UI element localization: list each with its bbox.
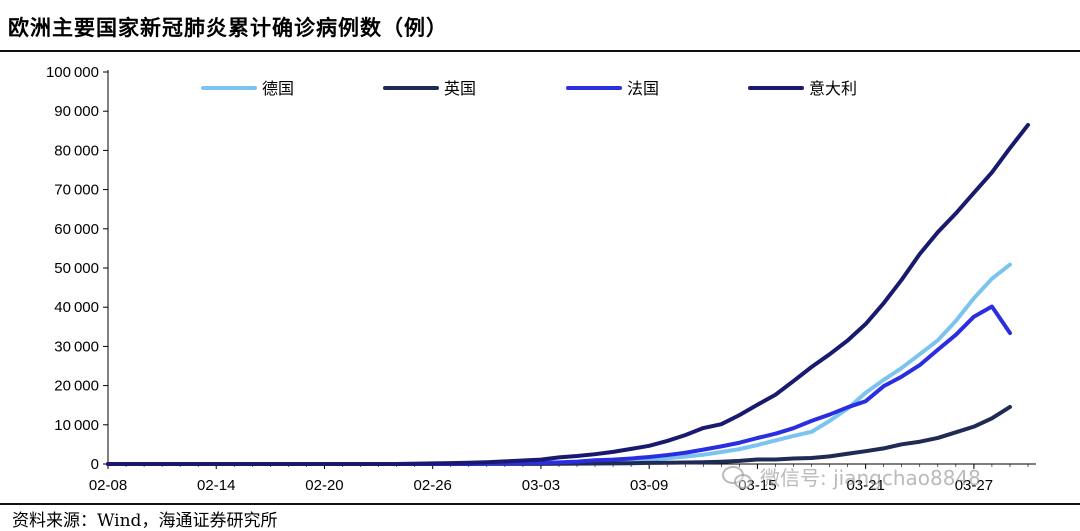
- top-rule: [0, 50, 1080, 52]
- bottom-rule: [0, 503, 1080, 505]
- y-tick-label: 60 000: [54, 221, 99, 238]
- y-tick-label: 10 000: [54, 417, 99, 434]
- y-tick-label: 80 000: [54, 142, 99, 159]
- chart-title: 欧洲主要国家新冠肺炎累计确诊病例数（例）: [8, 15, 448, 40]
- y-tick-label: 100 000: [46, 64, 99, 81]
- x-tick-label: 03-27: [955, 477, 993, 494]
- y-tick-label: 70 000: [54, 182, 99, 199]
- source-note: 资料来源：Wind，海通证券研究所: [12, 511, 278, 531]
- series-line-4: [106, 122, 1030, 466]
- legend-label-1: 德国: [262, 79, 294, 98]
- x-tick-label: 03-21: [846, 477, 884, 494]
- chart-legend: 德国 英国 法国 意大利: [201, 79, 857, 98]
- x-tick-label: 02-20: [305, 477, 343, 494]
- y-tick-label: 30 000: [54, 338, 99, 355]
- x-tick-label: 02-26: [414, 477, 452, 494]
- y-tick-label: 40 000: [54, 299, 99, 316]
- x-tick-label: 02-08: [89, 477, 127, 494]
- chart-series: [106, 122, 1030, 466]
- watermark: 微信号: jiangchao8848: [722, 462, 981, 491]
- y-tick-label: 20 000: [54, 378, 99, 395]
- chart-axes: 0 10 000 20 000 30 000 40 000 50 000 60 000 70 …: [46, 64, 1036, 494]
- legend-label-2: 英国: [444, 79, 476, 98]
- legend-label-3: 法国: [627, 79, 659, 98]
- y-tick-label: 90 000: [54, 103, 99, 120]
- legend-label-4: 意大利: [809, 79, 857, 98]
- y-tick-label: 50 000: [54, 260, 99, 277]
- x-tick-label: 02-14: [197, 477, 235, 494]
- watermark-text: 微信号: jiangchao8848: [760, 466, 981, 490]
- line-chart: 0 10 000 20 000 30 000 40 000 50 000 60 000 70 …: [46, 64, 1036, 494]
- x-tick-label: 03-03: [522, 477, 560, 494]
- y-tick-label: 0: [91, 456, 99, 473]
- series-line-1: [106, 262, 1012, 466]
- x-tick-label: 03-09: [630, 477, 668, 494]
- wechat-icon: [722, 465, 752, 489]
